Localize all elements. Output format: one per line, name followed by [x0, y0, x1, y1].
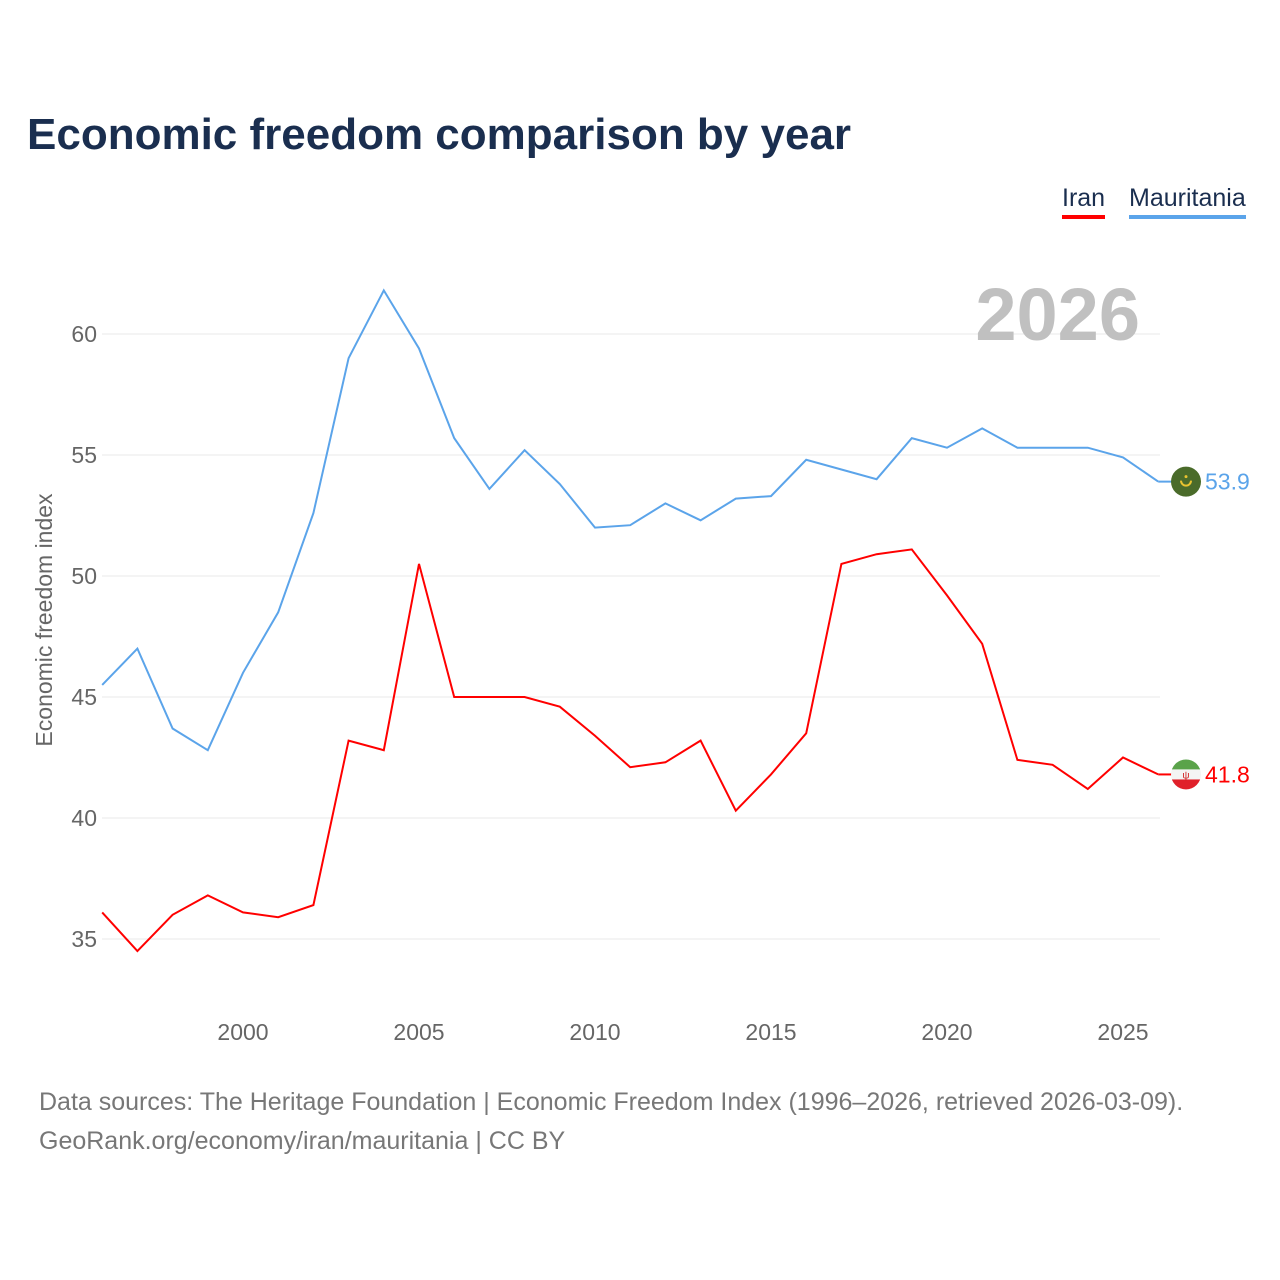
- x-tick-label: 2020: [921, 1019, 972, 1045]
- footer-attribution: GeoRank.org/economy/iran/mauritania | CC…: [39, 1127, 566, 1155]
- y-tick-label: 50: [71, 563, 97, 589]
- y-axis-label: Economic freedom index: [31, 493, 57, 747]
- chart-title: Economic freedom comparison by year: [27, 110, 852, 159]
- x-tick-label: 2015: [745, 1019, 796, 1045]
- y-tick-label: 45: [71, 684, 97, 710]
- legend-item-iran[interactable]: Iran: [1062, 184, 1106, 219]
- year-label: 2026: [975, 273, 1140, 356]
- y-tick-label: 60: [71, 321, 97, 347]
- x-tick-label: 2000: [217, 1019, 268, 1045]
- mauritania-flag-icon: [1171, 466, 1201, 497]
- y-tick-label: 40: [71, 805, 97, 831]
- iran-flag-icon: ψ: [1171, 759, 1201, 790]
- footer-sources: Data sources: The Heritage Foundation | …: [39, 1088, 1184, 1116]
- x-tick-label: 2025: [1097, 1019, 1148, 1045]
- end-value-label-iran: 41.8: [1205, 761, 1250, 787]
- y-tick-label: 35: [71, 926, 97, 952]
- series-line-mauritania[interactable]: [101, 288, 1159, 752]
- end-value-label-mauritania: 53.9: [1205, 469, 1250, 495]
- series-line-iran[interactable]: [101, 548, 1159, 953]
- y-tick-label: 55: [71, 442, 97, 468]
- svg-text:ψ: ψ: [1182, 770, 1189, 781]
- x-tick-label: 2010: [569, 1019, 620, 1045]
- x-tick-label: 2005: [393, 1019, 444, 1045]
- legend-item-mauritania[interactable]: Mauritania: [1129, 184, 1246, 219]
